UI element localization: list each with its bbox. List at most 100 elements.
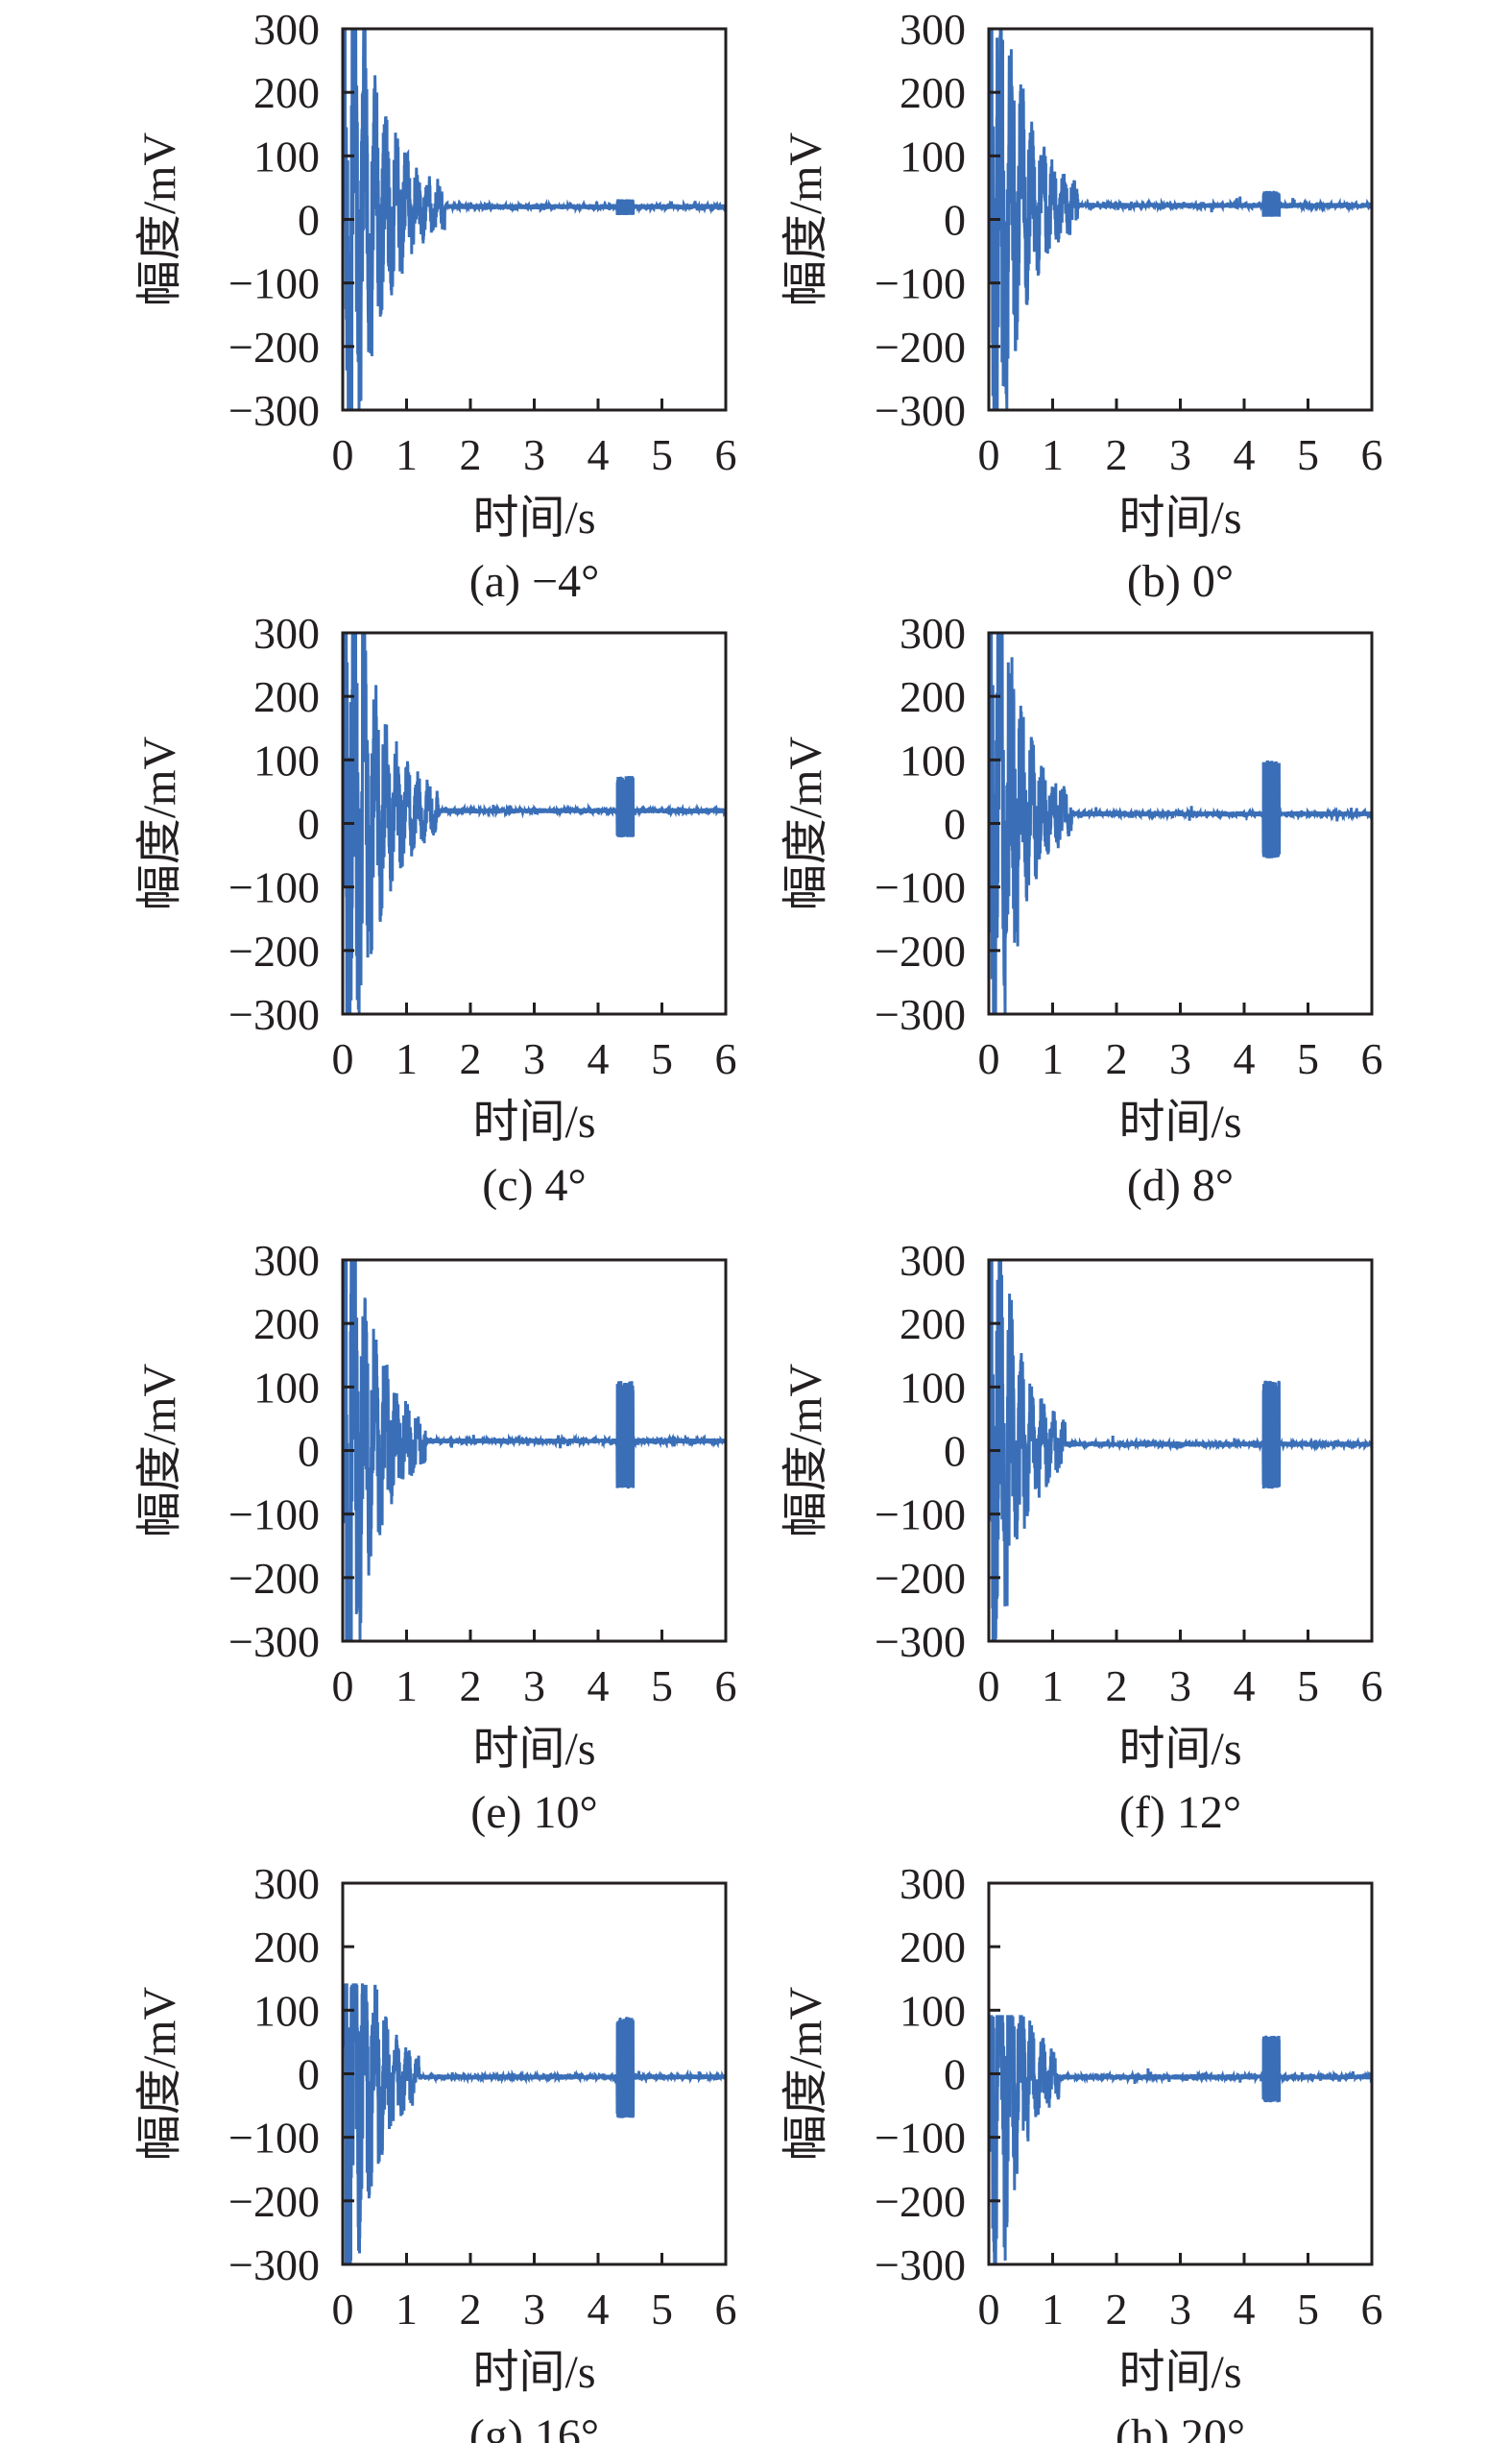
y-tick-label: 300 (900, 1859, 966, 1908)
y-tick-label: −300 (228, 386, 320, 435)
x-tick-label: 0 (978, 2285, 1000, 2334)
y-tick-label: −300 (228, 990, 320, 1039)
x-tick-label: 1 (1042, 1034, 1064, 1083)
x-tick-label: 2 (460, 1034, 482, 1083)
x-tick-label: 4 (1234, 2285, 1256, 2334)
subplot-4: 0 1 2 3 4 5 63002001000−100−200−300时间/s幅度/mV(e… (134, 1236, 737, 1838)
x-tick-label: 5 (1297, 1661, 1319, 1710)
subplot-caption: (a) −4° (469, 556, 600, 607)
x-tick-label: 6 (1361, 1034, 1383, 1083)
subplot-caption: (g) 16° (469, 2410, 599, 2443)
x-tick-label: 3 (1169, 430, 1191, 479)
subplot-7: 0 1 2 3 4 5 63002001000−100−200−300时间/s幅度/mV(h… (780, 1859, 1383, 2443)
x-tick-label: 0 (978, 1661, 1000, 1710)
y-tick-label: 100 (900, 1986, 966, 2035)
y-axis-label: 幅度/mV (780, 132, 831, 306)
subplot-caption: (e) 10° (470, 1787, 597, 1838)
x-tick-label: 4 (1234, 1661, 1256, 1710)
x-tick-label: 6 (715, 430, 737, 479)
x-tick-label: 5 (1297, 1034, 1319, 1083)
y-tick-label: −200 (875, 2177, 966, 2226)
x-tick-label: 4 (1234, 430, 1256, 479)
y-axis-label: 幅度/mV (134, 736, 185, 910)
x-tick-label: 6 (1361, 430, 1383, 479)
x-tick-label: 5 (651, 430, 673, 479)
x-tick-label: 5 (1297, 430, 1319, 479)
y-tick-label: −300 (875, 386, 966, 435)
x-tick-label: 0 (978, 430, 1000, 479)
x-tick-label: 5 (651, 1034, 673, 1083)
y-tick-label: 100 (253, 1363, 320, 1412)
x-tick-label: 4 (1234, 1034, 1256, 1083)
y-axis-label: 幅度/mV (134, 1986, 185, 2161)
y-tick-label: −300 (875, 990, 966, 1039)
y-tick-label: −200 (228, 2177, 320, 2226)
y-tick-label: 0 (944, 1427, 966, 1476)
y-tick-label: −200 (228, 323, 320, 372)
y-tick-label: 300 (900, 5, 966, 54)
y-tick-label: 100 (253, 132, 320, 181)
x-tick-label: 1 (396, 1034, 418, 1083)
x-tick-label: 2 (1106, 1034, 1128, 1083)
x-axis-label: 时间/s (1118, 1724, 1241, 1775)
y-tick-label: −200 (875, 927, 966, 976)
x-axis-label: 时间/s (472, 493, 595, 544)
x-tick-label: 2 (460, 430, 482, 479)
series-line-signal (989, 1260, 1372, 1641)
y-tick-label: 100 (900, 132, 966, 181)
x-tick-label: 3 (1169, 2285, 1191, 2334)
x-tick-label: 5 (651, 1661, 673, 1710)
y-tick-label: 300 (253, 1859, 320, 1908)
x-axis-label: 时间/s (1118, 1097, 1241, 1148)
y-tick-label: −200 (875, 1554, 966, 1603)
y-tick-label: 100 (900, 736, 966, 785)
x-tick-label: 0 (978, 1034, 1000, 1083)
x-tick-label: 3 (523, 430, 545, 479)
series-line-signal (343, 1983, 726, 2264)
y-tick-label: 200 (900, 1299, 966, 1348)
y-tick-label: 0 (944, 196, 966, 245)
subplot-1: 0 1 2 3 4 5 63002001000−100−200−300时间/s幅度/mV(b… (780, 5, 1383, 607)
subplot-caption: (h) 20° (1116, 2410, 1245, 2443)
y-tick-label: 100 (253, 1986, 320, 2035)
x-tick-label: 3 (523, 1661, 545, 1710)
y-tick-label: 300 (253, 609, 320, 658)
y-tick-label: −300 (228, 2240, 320, 2289)
y-tick-label: −100 (228, 259, 320, 308)
y-tick-label: 300 (253, 5, 320, 54)
subplot-5: 0 1 2 3 4 5 63002001000−100−200−300时间/s幅度/mV(f… (780, 1236, 1383, 1838)
subplot-caption: (f) 12° (1119, 1787, 1241, 1838)
y-tick-label: 200 (900, 68, 966, 117)
x-tick-label: 3 (523, 2285, 545, 2334)
x-axis-label: 时间/s (1118, 2347, 1241, 2398)
y-tick-label: 200 (900, 1923, 966, 1971)
x-tick-label: 3 (523, 1034, 545, 1083)
x-tick-label: 1 (396, 1661, 418, 1710)
subplot-3: 0 1 2 3 4 5 63002001000−100−200−300时间/s幅度/mV(d… (780, 609, 1383, 1211)
y-tick-label: −300 (228, 1617, 320, 1666)
y-tick-label: −100 (875, 259, 966, 308)
y-tick-label: −100 (875, 2114, 966, 2163)
y-tick-label: 0 (944, 800, 966, 849)
y-tick-label: 300 (900, 1236, 966, 1285)
x-tick-label: 0 (332, 2285, 354, 2334)
x-tick-label: 6 (715, 1034, 737, 1083)
x-tick-label: 0 (332, 430, 354, 479)
x-axis-label: 时间/s (472, 1097, 595, 1148)
x-tick-label: 1 (1042, 1661, 1064, 1710)
y-tick-label: 0 (298, 196, 320, 245)
y-axis-label: 幅度/mV (134, 1363, 185, 1537)
x-tick-label: 2 (460, 1661, 482, 1710)
y-tick-label: 300 (900, 609, 966, 658)
x-tick-label: 5 (1297, 2285, 1319, 2334)
y-tick-label: 200 (253, 1923, 320, 1971)
y-tick-label: −100 (875, 1490, 966, 1539)
y-tick-label: 0 (298, 1427, 320, 1476)
x-tick-label: 3 (1169, 1034, 1191, 1083)
y-tick-label: 0 (944, 2050, 966, 2099)
y-tick-label: 200 (900, 672, 966, 721)
x-tick-label: 1 (1042, 2285, 1064, 2334)
y-tick-label: −200 (228, 1554, 320, 1603)
x-tick-label: 5 (651, 2285, 673, 2334)
x-tick-label: 3 (1169, 1661, 1191, 1710)
